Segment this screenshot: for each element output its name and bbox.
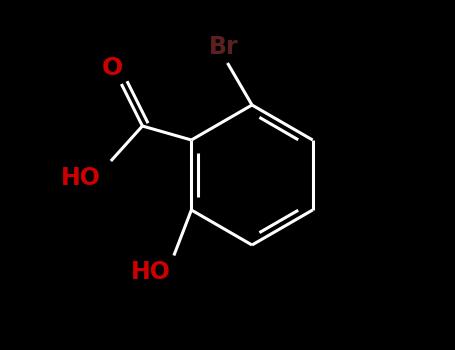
Text: O: O [102,56,123,80]
Text: HO: HO [131,260,170,284]
Text: Br: Br [209,35,239,59]
Text: HO: HO [61,166,101,190]
